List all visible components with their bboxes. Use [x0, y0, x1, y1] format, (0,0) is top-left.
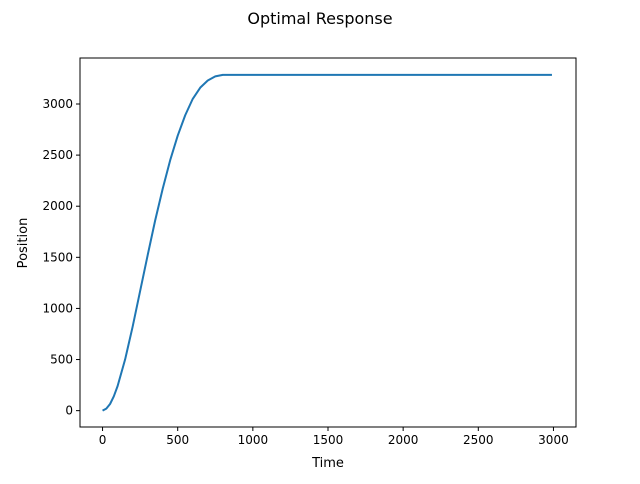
x-tick-label: 500 — [166, 433, 189, 447]
y-tick-label: 1500 — [42, 250, 73, 264]
x-tick-label: 1500 — [313, 433, 344, 447]
x-tick-label: 1000 — [238, 433, 269, 447]
x-axis-label: Time — [311, 456, 344, 471]
y-tick-label: 2500 — [42, 148, 73, 162]
x-tick-label: 2000 — [388, 433, 419, 447]
series-line-0 — [102, 73, 552, 412]
plot-area — [102, 73, 552, 412]
y-axis-label: Position — [16, 218, 31, 269]
y-tick-label: 2000 — [42, 199, 73, 213]
axes-frame — [79, 57, 577, 428]
y-tick-label: 3000 — [42, 97, 73, 111]
y-tick-label: 1000 — [42, 301, 73, 315]
y-axis-ticks: 0 500 1000 1500 2000 2500 3000 — [42, 97, 80, 418]
chart-title: Optimal Response — [247, 9, 392, 28]
x-tick-label: 0 — [99, 433, 107, 447]
x-axis-ticks: 0 500 1000 1500 2000 2500 3000 — [99, 427, 569, 447]
x-tick-label: 3000 — [538, 433, 569, 447]
x-tick-label: 2500 — [463, 433, 494, 447]
y-tick-label: 500 — [50, 353, 73, 367]
y-tick-label: 0 — [65, 404, 73, 418]
